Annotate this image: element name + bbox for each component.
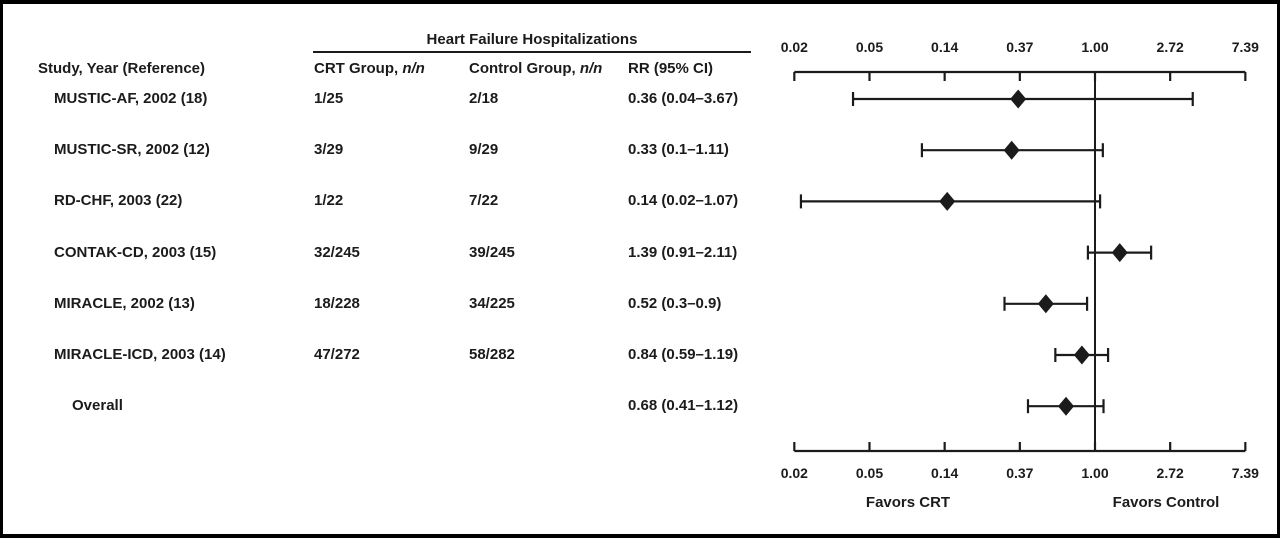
top-axis-tick-label: 0.37	[1006, 39, 1033, 55]
bottom-axis-tick-label: 0.05	[856, 465, 883, 481]
rr-value: 0.36 (0.04–3.67)	[628, 90, 739, 107]
rr-value: 0.14 (0.02–1.07)	[628, 192, 739, 210]
bottom-axis-tick-label: 1.00	[1081, 465, 1108, 481]
crt-value: 3/29	[314, 141, 344, 159]
column-header-crt-prefix: CRT Group,	[314, 60, 403, 77]
control-value: 7/22	[469, 192, 499, 210]
top-axis-tick-label: 0.02	[781, 39, 808, 55]
bottom-axis-tick-label: 0.37	[1006, 465, 1033, 481]
study-label: MUSTIC-AF, 2002 (18)	[54, 90, 208, 107]
forest-plot-canvas: 0.02 0.02 0.05 0.05 0.14 0.14 0.37 0.37 1.00 1.00…	[781, 39, 1259, 481]
study-label: RD-CHF, 2003 (22)	[54, 192, 183, 210]
column-header-crt-nn: n/n	[402, 60, 425, 77]
crt-value: 18/228	[314, 294, 360, 312]
rr-value: 0.33 (0.1–1.11)	[628, 141, 729, 159]
top-axis-tick-label: 0.14	[931, 39, 958, 55]
header-rule	[313, 51, 751, 53]
study-label: MIRACLE-ICD, 2003 (14)	[54, 346, 226, 363]
study-label: MIRACLE, 2002 (13)	[54, 294, 195, 312]
rr-value: 0.52 (0.3–0.9)	[628, 294, 722, 312]
diamond-marker	[1010, 89, 1027, 109]
bottom-axis-tick-label: 7.39	[1232, 465, 1259, 481]
column-header-control-prefix: Control Group,	[469, 60, 580, 77]
control-value: 34/225	[469, 294, 515, 312]
study-label: Overall	[72, 397, 123, 415]
diamond-marker	[1037, 294, 1054, 314]
diamond-marker	[939, 191, 956, 211]
control-value: 2/18	[469, 90, 499, 107]
rr-value: 1.39 (0.91–2.11)	[628, 243, 738, 261]
control-value: 58/282	[469, 346, 515, 363]
crt-value: 1/25	[314, 90, 344, 107]
crt-value: 1/22	[314, 192, 344, 210]
diamond-marker	[1073, 345, 1090, 365]
chart-title: Heart Failure Hospitalizations	[426, 31, 638, 48]
bottom-axis-tick-label: 0.14	[931, 465, 958, 481]
column-header-study: Study, Year (Reference)	[38, 60, 206, 77]
control-value: 39/245	[469, 243, 515, 261]
favors-control-label: Favors Control	[1112, 494, 1220, 511]
favors-crt-label: Favors CRT	[865, 494, 951, 511]
bottom-axis-tick-label: 0.02	[781, 465, 808, 481]
column-header-control: Control Group, n/n	[469, 60, 602, 77]
top-axis-tick-label: 2.72	[1157, 39, 1184, 55]
control-value: 9/29	[469, 141, 499, 159]
top-axis-tick-label: 7.39	[1232, 39, 1259, 55]
crt-value: 47/272	[314, 346, 360, 363]
study-label: MUSTIC-SR, 2002 (12)	[54, 141, 210, 159]
crt-value: 32/245	[314, 243, 360, 261]
diamond-marker	[1111, 243, 1128, 263]
overall-diamond-marker	[1058, 396, 1075, 416]
column-header-rr: RR (95% CI)	[628, 60, 714, 77]
rr-value: 0.68 (0.41–1.12)	[628, 397, 739, 415]
rr-value: 0.84 (0.59–1.19)	[628, 346, 739, 363]
top-axis-tick-label: 0.05	[856, 39, 883, 55]
column-header-control-nn: n/n	[579, 60, 603, 77]
top-axis-tick-label: 1.00	[1081, 39, 1108, 55]
study-label: CONTAK-CD, 2003 (15)	[54, 243, 217, 261]
column-header-crt: CRT Group, n/n	[314, 60, 425, 77]
diamond-marker	[1003, 140, 1020, 160]
bottom-axis-tick-label: 2.72	[1157, 465, 1184, 481]
